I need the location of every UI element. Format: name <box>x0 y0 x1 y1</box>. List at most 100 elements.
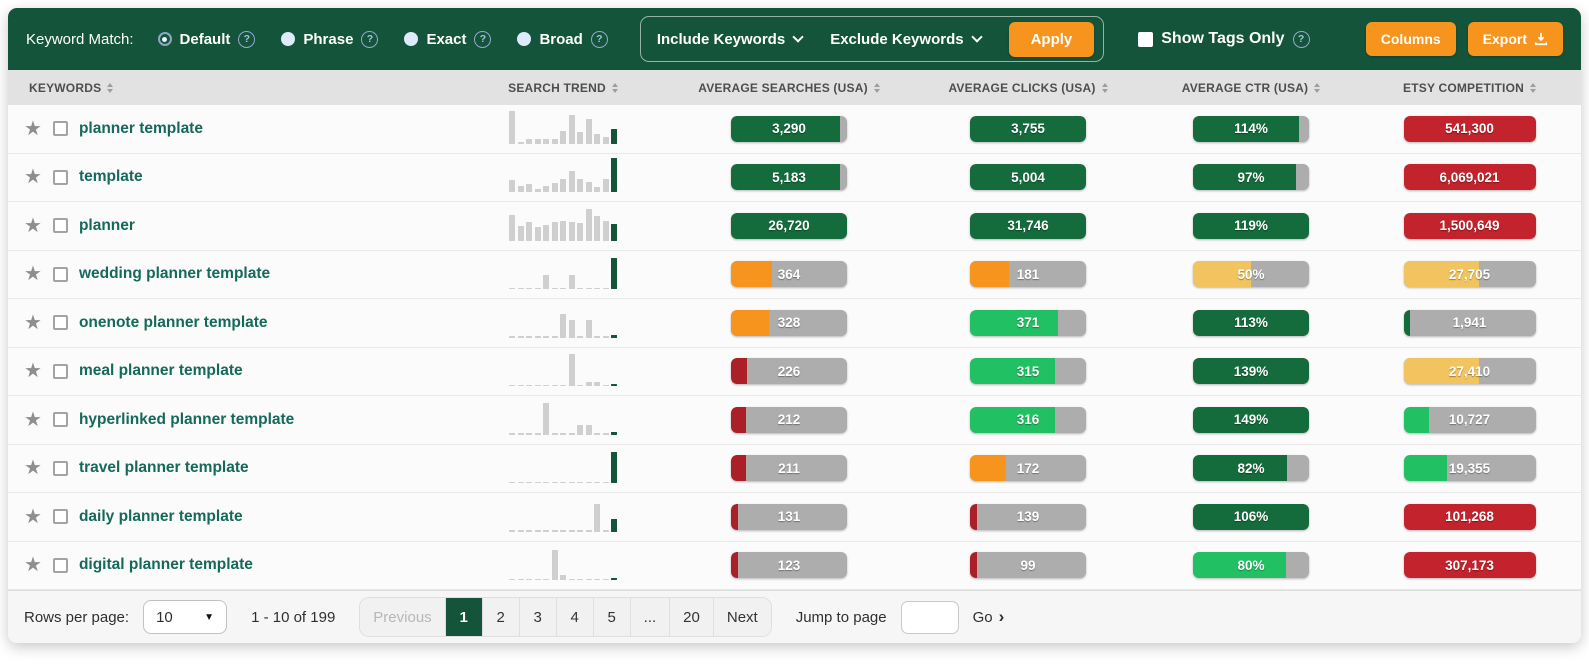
table-row: ★ hyperlinked planner template 212 316 1… <box>8 396 1581 445</box>
trend-bar <box>526 530 532 532</box>
page-button-1[interactable]: 1 <box>445 598 483 636</box>
jump-to-page-label: Jump to page <box>795 608 887 626</box>
keyword-match-option-broad[interactable]: Broad? <box>517 30 608 48</box>
header-search-trend[interactable]: SEARCH TREND <box>460 81 666 95</box>
row-checkbox[interactable] <box>52 412 68 428</box>
favorite-star-icon[interactable]: ★ <box>24 360 42 383</box>
avg-searches-pill: 131 <box>731 503 847 530</box>
page-button-next[interactable]: Next <box>713 598 771 636</box>
avg-clicks-value: 316 <box>1016 412 1040 428</box>
page-button-4[interactable]: 4 <box>556 598 594 636</box>
row-checkbox[interactable] <box>52 363 68 379</box>
etsy-competition-value: 19,355 <box>1448 460 1491 476</box>
row-checkbox[interactable] <box>52 266 68 282</box>
trend-bar <box>585 182 592 193</box>
avg-clicks-pill: 5,004 <box>970 164 1086 191</box>
table-row: ★ daily planner template 131 139 106% <box>8 493 1581 542</box>
columns-button[interactable]: Columns <box>1365 22 1456 56</box>
favorite-star-icon[interactable]: ★ <box>24 117 42 140</box>
favorite-star-icon[interactable]: ★ <box>24 554 42 577</box>
avg-searches-value: 123 <box>777 557 801 573</box>
trend-bar <box>577 384 583 387</box>
help-icon[interactable]: ? <box>238 30 256 48</box>
favorite-star-icon[interactable]: ★ <box>24 457 42 480</box>
header-average-ctr[interactable]: AVERAGE CTR (USA) <box>1144 81 1358 95</box>
keyword-link[interactable]: planner template <box>78 119 203 137</box>
pill-fill <box>1193 115 1299 142</box>
row-checkbox[interactable] <box>52 557 68 573</box>
keyword-link[interactable]: planner <box>78 216 135 234</box>
page-button-...[interactable]: ... <box>630 598 671 636</box>
export-button[interactable]: Export <box>1467 22 1563 56</box>
keyword-link[interactable]: hyperlinked planner template <box>78 410 295 428</box>
page-button-2[interactable]: 2 <box>482 598 520 636</box>
keyword-match-option-exact[interactable]: Exact? <box>404 30 492 48</box>
include-keywords-dropdown[interactable]: Include Keywords <box>657 31 804 48</box>
page-button-5[interactable]: 5 <box>593 598 631 636</box>
row-checkbox[interactable] <box>52 169 68 185</box>
keyword-link[interactable]: meal planner template <box>78 362 243 380</box>
pill-fill <box>731 309 770 336</box>
keyword-match-option-phrase[interactable]: Phrase? <box>281 30 379 48</box>
pill-fill <box>1193 212 1309 239</box>
keyword-link[interactable]: onenote planner template <box>78 313 268 331</box>
row-checkbox[interactable] <box>52 460 68 476</box>
header-etsy-competition[interactable]: ETSY COMPETITION <box>1358 81 1581 95</box>
radio-label: Phrase <box>303 30 354 48</box>
favorite-star-icon[interactable]: ★ <box>24 505 42 528</box>
avg-ctr-value: 80% <box>1237 557 1265 573</box>
keyword-link[interactable]: template <box>78 168 143 186</box>
favorite-star-icon[interactable]: ★ <box>24 408 42 431</box>
apply-button[interactable]: Apply <box>1008 21 1095 57</box>
show-tags-only-checkbox[interactable] <box>1138 31 1154 47</box>
row-checkbox[interactable] <box>52 218 68 234</box>
header-keywords[interactable]: KEYWORDS <box>8 81 460 95</box>
search-trend-chart <box>509 254 617 294</box>
keyword-link[interactable]: digital planner template <box>78 556 253 574</box>
header-average-searches[interactable]: AVERAGE SEARCHES (USA) <box>666 81 912 95</box>
help-icon[interactable]: ? <box>361 30 379 48</box>
keyword-link[interactable]: wedding planner template <box>78 265 271 283</box>
trend-bar <box>585 118 592 144</box>
row-checkbox[interactable] <box>52 121 68 137</box>
avg-ctr-value: 50% <box>1237 266 1265 282</box>
keyword-link[interactable]: daily planner template <box>78 507 243 525</box>
avg-ctr-value: 82% <box>1237 460 1265 476</box>
avg-searches-pill: 211 <box>731 455 847 482</box>
table-header: KEYWORDS SEARCH TREND AVERAGE SEARCHES (… <box>8 70 1581 105</box>
pill-fill <box>1193 358 1309 385</box>
row-checkbox[interactable] <box>52 315 68 331</box>
page-button-3[interactable]: 3 <box>519 598 557 636</box>
go-button[interactable]: Go › <box>972 607 1005 626</box>
keyword-link[interactable]: travel planner template <box>78 459 249 477</box>
keyword-match-label: Keyword Match: <box>26 30 134 48</box>
avg-ctr-pill: 113% <box>1193 309 1309 336</box>
favorite-star-icon[interactable]: ★ <box>24 311 42 334</box>
avg-searches-value: 226 <box>777 363 801 379</box>
trend-bar <box>509 214 515 241</box>
radio-unchecked-icon[interactable] <box>404 32 419 46</box>
rows-per-page-select[interactable]: 10 ▼ <box>143 600 228 634</box>
etsy-competition-value: 1,500,649 <box>1439 218 1500 234</box>
row-checkbox[interactable] <box>52 509 68 525</box>
favorite-star-icon[interactable]: ★ <box>24 263 42 286</box>
avg-searches-value: 211 <box>778 460 800 476</box>
help-icon[interactable]: ? <box>1292 30 1310 48</box>
trend-bar <box>585 319 592 338</box>
jump-to-page-input[interactable] <box>900 600 959 634</box>
favorite-star-icon[interactable]: ★ <box>24 166 42 189</box>
radio-label: Default <box>179 30 231 48</box>
etsy-competition-value: 27,705 <box>1448 266 1491 282</box>
header-average-clicks[interactable]: AVERAGE CLICKS (USA) <box>912 81 1144 95</box>
radio-unchecked-icon[interactable] <box>517 32 532 46</box>
radio-checked-icon[interactable] <box>157 32 172 46</box>
keyword-match-option-default[interactable]: Default? <box>157 30 256 48</box>
trend-bar <box>534 189 541 193</box>
help-icon[interactable]: ? <box>590 30 608 48</box>
exclude-keywords-dropdown[interactable]: Exclude Keywords <box>830 31 983 48</box>
page-button-previous[interactable]: Previous <box>360 598 446 636</box>
page-button-20[interactable]: 20 <box>670 598 714 636</box>
favorite-star-icon[interactable]: ★ <box>24 214 42 237</box>
radio-unchecked-icon[interactable] <box>281 32 296 46</box>
help-icon[interactable]: ? <box>474 30 492 48</box>
